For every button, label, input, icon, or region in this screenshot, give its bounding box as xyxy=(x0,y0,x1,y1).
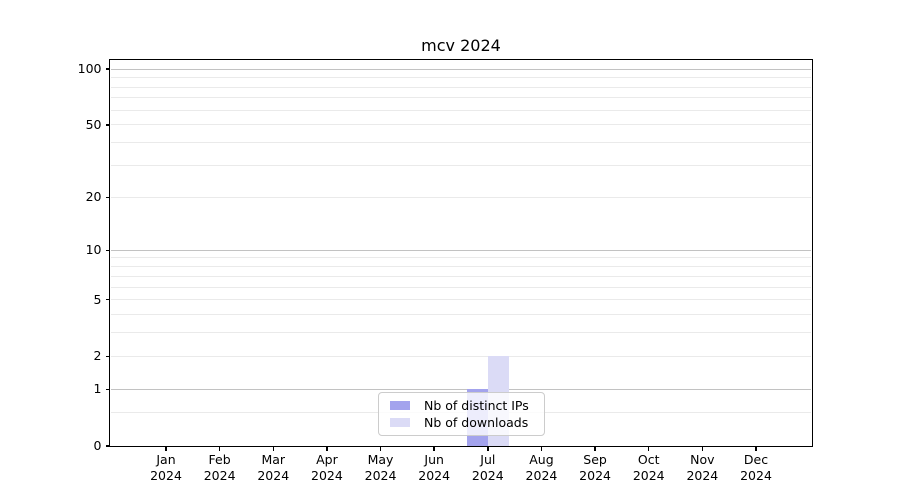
x-tick-mark xyxy=(701,447,704,451)
x-tick-label: Nov 2024 xyxy=(686,452,719,483)
y-major-gridline xyxy=(111,249,811,251)
y-minor-gridline xyxy=(111,286,811,288)
x-tick-label: May 2024 xyxy=(364,452,397,483)
x-tick-label: Oct 2024 xyxy=(632,452,665,483)
y-minor-gridline xyxy=(111,314,811,316)
x-tick-mark xyxy=(487,447,489,451)
x-tick-mark xyxy=(594,447,596,451)
y-minor-gridline xyxy=(111,77,811,79)
y-tick-mark xyxy=(105,196,110,199)
x-tick-label: Sep 2024 xyxy=(579,452,611,483)
y-tick-mark xyxy=(105,355,110,357)
x-tick-label: Aug 2024 xyxy=(525,452,558,483)
y-tick-label: 2 xyxy=(93,348,102,364)
x-tick-mark xyxy=(379,447,382,451)
x-tick-mark xyxy=(218,447,221,451)
y-minor-gridline xyxy=(111,266,811,268)
y-major-gridline xyxy=(111,388,811,390)
chart-title: mcv 2024 xyxy=(421,36,501,55)
y-tick-label: 100 xyxy=(77,61,102,77)
y-tick-mark xyxy=(105,124,110,126)
y-minor-gridline xyxy=(111,109,811,111)
legend-label-distinct-ips: Nb of distinct IPs xyxy=(424,398,529,413)
x-tick-label: Dec 2024 xyxy=(740,452,772,483)
y-minor-gridline xyxy=(111,124,811,126)
y-minor-gridline xyxy=(111,142,811,144)
y-minor-gridline xyxy=(111,86,811,88)
y-minor-gridline xyxy=(111,97,811,99)
x-tick-label: Feb 2024 xyxy=(203,452,236,483)
y-tick-label: 1 xyxy=(93,381,102,397)
y-minor-gridline xyxy=(111,275,811,277)
y-tick-label: 50 xyxy=(85,116,102,132)
legend-item-distinct-ips: Nb of distinct IPs xyxy=(390,397,538,414)
y-minor-gridline xyxy=(111,355,811,357)
y-minor-gridline xyxy=(111,196,811,198)
legend-item-downloads: Nb of downloads xyxy=(390,414,538,431)
x-tick-mark xyxy=(165,447,167,451)
x-tick-mark xyxy=(433,447,435,451)
y-tick-label: 5 xyxy=(93,291,102,307)
legend: Nb of distinct IPs Nb of downloads xyxy=(378,392,545,436)
x-tick-label: Mar 2024 xyxy=(257,452,290,483)
legend-swatch-downloads xyxy=(390,418,410,427)
y-minor-gridline xyxy=(111,332,811,334)
x-tick-mark xyxy=(326,447,328,451)
x-tick-mark xyxy=(540,447,543,451)
y-minor-gridline xyxy=(111,165,811,167)
y-tick-mark xyxy=(105,249,110,251)
x-tick-label: Apr 2024 xyxy=(311,452,343,483)
y-tick-label: 10 xyxy=(85,242,102,258)
y-tick-mark xyxy=(105,68,110,70)
y-tick-mark xyxy=(105,445,110,447)
x-tick-label: Jun 2024 xyxy=(418,452,451,483)
y-tick-mark xyxy=(105,298,110,301)
x-tick-mark xyxy=(755,447,757,451)
legend-label-downloads: Nb of downloads xyxy=(424,415,529,430)
x-tick-label: Jul 2024 xyxy=(471,452,504,483)
x-tick-mark xyxy=(272,447,274,451)
x-tick-mark xyxy=(648,447,650,451)
y-tick-label: 0 xyxy=(93,438,102,453)
x-tick-label: Jan 2024 xyxy=(150,452,182,483)
y-minor-gridline xyxy=(111,257,811,259)
y-minor-gridline xyxy=(111,299,811,301)
legend-swatch-distinct-ips xyxy=(390,401,410,410)
y-major-gridline xyxy=(111,68,811,70)
y-tick-label: 20 xyxy=(85,189,102,205)
y-tick-mark xyxy=(105,388,110,391)
